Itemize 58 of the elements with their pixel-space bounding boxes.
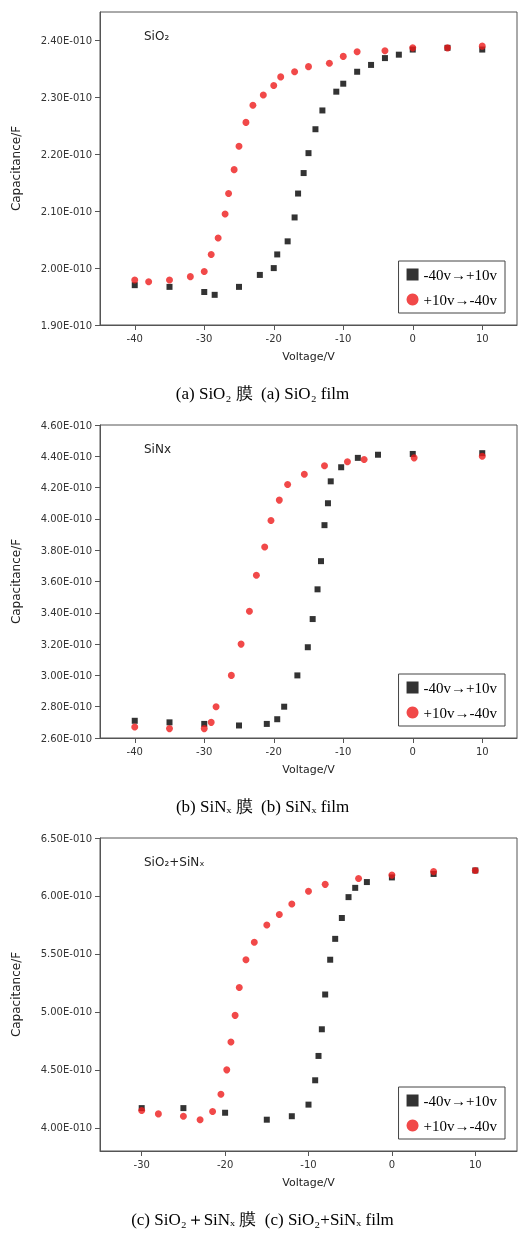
y-tick-label: 4.00E-010: [40, 513, 92, 525]
y-tick-label: 6.50E-010: [40, 832, 92, 844]
annotation: SiO₂+SiNₓ: [144, 855, 205, 869]
y-tick-label: 2.30E-010: [40, 91, 92, 103]
y-tick-label: 3.20E-010: [40, 638, 92, 650]
annotation: SiNx: [144, 442, 172, 456]
y-tick-label: 2.00E-010: [40, 262, 92, 274]
legend-label: +10v→-40v: [423, 291, 498, 308]
y-tick-label: 2.20E-010: [40, 148, 92, 160]
y-tick-label: 2.60E-010: [40, 732, 92, 744]
text: (a) SiO₂ 膜 (a) SiO₂ film: [175, 384, 350, 403]
x-tick-label: -30: [196, 332, 213, 344]
y-tick-label: 5.00E-010: [40, 1006, 92, 1018]
y-axis-title: Capacitance/F: [9, 951, 23, 1038]
x-tick-label: -10: [335, 332, 352, 344]
y-tick-label: 2.80E-010: [40, 701, 92, 713]
x-tick-label: -30: [196, 745, 213, 757]
legend-label: +10v→-40v: [423, 704, 498, 721]
x-tick-label: -40: [126, 745, 143, 757]
x-tick-label: -40: [126, 332, 143, 344]
text: (b) SiNₓ 膜 (b) SiNₓ film: [175, 797, 350, 816]
x-tick-label: -10: [335, 745, 352, 757]
y-tick-label: 5.50E-010: [40, 948, 92, 960]
legend-label: -40v→+10v: [423, 679, 498, 696]
y-tick-label: 4.00E-010: [40, 1122, 92, 1134]
y-tick-label: 3.80E-010: [40, 544, 92, 556]
y-tick-label: 1.90E-010: [40, 319, 92, 331]
y-tick-label: 4.40E-010: [40, 450, 92, 462]
y-tick-label: 3.60E-010: [40, 576, 92, 587]
x-tick-label: -20: [216, 1158, 234, 1170]
legend-label: +10v→-40v: [423, 1117, 498, 1134]
y-tick-label: 4.50E-010: [40, 1064, 92, 1076]
y-tick-label: 2.40E-010: [40, 34, 92, 46]
y-tick-label: 4.60E-010: [40, 419, 92, 431]
y-axis-title: Capacitance/F: [9, 125, 23, 212]
y-tick-label: 3.40E-010: [40, 607, 92, 619]
x-tick-label: 0: [409, 745, 416, 757]
x-tick-label: 10: [475, 332, 489, 344]
x-tick-label: -20: [265, 332, 282, 344]
y-tick-label: 6.00E-010: [40, 890, 92, 902]
x-tick-label: -30: [133, 1158, 150, 1170]
y-tick-label: 2.10E-010: [40, 205, 92, 217]
x-tick-label: -10: [300, 1158, 317, 1170]
x-tick-label: 10: [468, 1158, 482, 1170]
x-axis-title: Voltage/V: [282, 350, 336, 363]
x-tick-label: 0: [409, 332, 416, 344]
y-tick-label: 4.20E-010: [40, 482, 92, 494]
text: (c) SiO₂＋SiNₓ 膜 (c) SiO₂+SiNₓ film: [131, 1210, 394, 1229]
x-tick-label: 10: [475, 745, 489, 757]
x-tick-label: 0: [388, 1158, 396, 1170]
legend-label: -40v→+10v: [423, 1092, 498, 1109]
annotation: SiO₂: [144, 29, 170, 43]
x-axis-title: Voltage/V: [282, 763, 336, 776]
legend-label: -40v→+10v: [423, 266, 498, 283]
y-axis-title: Capacitance/F: [9, 538, 23, 625]
x-axis-title: Voltage/V: [282, 1176, 336, 1189]
x-tick-label: -20: [265, 745, 282, 757]
y-tick-label: 3.00E-010: [40, 669, 92, 681]
